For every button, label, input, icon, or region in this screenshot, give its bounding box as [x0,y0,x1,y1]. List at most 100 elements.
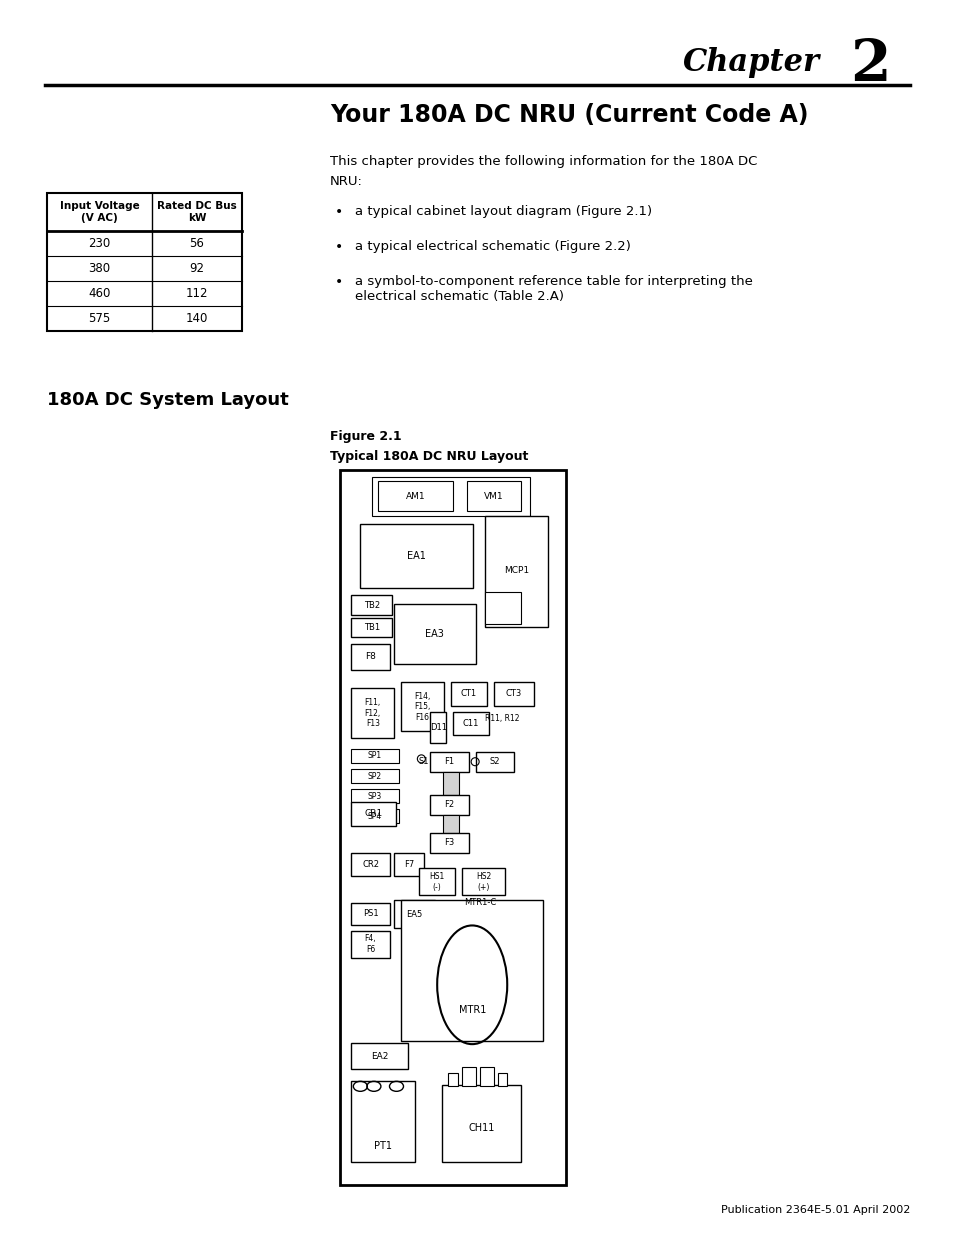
FancyBboxPatch shape [351,595,392,615]
Text: MTR1-C: MTR1-C [463,898,496,906]
Text: TB1: TB1 [363,622,379,632]
Text: 56: 56 [190,237,204,249]
FancyBboxPatch shape [351,618,392,636]
FancyBboxPatch shape [441,1084,520,1162]
Text: 460: 460 [89,287,111,300]
Text: CR2: CR2 [361,861,378,869]
FancyBboxPatch shape [484,592,520,624]
Text: PT1: PT1 [374,1141,392,1151]
Text: F1: F1 [444,757,455,766]
FancyBboxPatch shape [430,795,468,815]
Text: PS1: PS1 [362,909,378,918]
Text: F2: F2 [444,800,455,809]
Text: CH11: CH11 [468,1123,494,1132]
Text: VM1: VM1 [483,492,503,501]
FancyBboxPatch shape [351,1044,407,1070]
Text: SP2: SP2 [368,772,382,781]
FancyBboxPatch shape [351,769,398,783]
Text: F14,
F15,
F16: F14, F15, F16 [414,692,430,721]
Text: AM1: AM1 [405,492,425,501]
FancyBboxPatch shape [497,1073,507,1087]
Text: Input Voltage
(V AC): Input Voltage (V AC) [59,201,139,222]
FancyBboxPatch shape [479,1067,493,1087]
FancyBboxPatch shape [484,516,547,627]
Text: F7: F7 [403,861,414,869]
FancyBboxPatch shape [400,683,443,731]
Text: EA1: EA1 [407,551,426,561]
Text: •: • [335,205,343,219]
Text: a symbol-to-component reference table for interpreting the
electrical schematic : a symbol-to-component reference table fo… [355,275,752,303]
Text: 575: 575 [89,312,111,325]
Text: HS1
(-): HS1 (-) [429,872,444,892]
FancyBboxPatch shape [351,748,398,763]
Text: CR1: CR1 [364,809,382,819]
Text: D11: D11 [430,722,446,732]
FancyBboxPatch shape [400,900,543,1041]
Text: 140: 140 [186,312,208,325]
Text: Typical 180A DC NRU Layout: Typical 180A DC NRU Layout [330,450,528,463]
Text: EA5: EA5 [406,909,422,919]
Text: This chapter provides the following information for the 180A DC: This chapter provides the following info… [330,156,757,168]
FancyBboxPatch shape [448,1073,457,1087]
FancyBboxPatch shape [351,809,398,824]
FancyBboxPatch shape [453,711,489,735]
FancyBboxPatch shape [351,903,390,925]
Text: NRU:: NRU: [330,175,362,188]
FancyBboxPatch shape [493,683,534,706]
Text: 112: 112 [186,287,208,300]
Text: 92: 92 [190,262,204,275]
Text: F4,
F6: F4, F6 [364,935,375,953]
FancyBboxPatch shape [351,931,390,957]
Text: Figure 2.1: Figure 2.1 [330,430,401,443]
Text: EA3: EA3 [425,630,444,640]
Text: 180A DC System Layout: 180A DC System Layout [47,391,289,409]
FancyBboxPatch shape [450,683,486,706]
FancyBboxPatch shape [418,868,455,895]
Text: •: • [335,240,343,254]
FancyBboxPatch shape [372,477,529,516]
FancyBboxPatch shape [394,900,435,927]
FancyBboxPatch shape [351,1082,415,1162]
Text: 380: 380 [89,262,111,275]
FancyBboxPatch shape [47,193,242,331]
FancyBboxPatch shape [466,480,520,511]
FancyBboxPatch shape [430,834,468,852]
Text: C11: C11 [462,719,478,727]
Text: SP1: SP1 [368,752,382,761]
FancyBboxPatch shape [430,752,468,772]
Text: EA2: EA2 [371,1052,388,1061]
Text: Rated DC Bus
kW: Rated DC Bus kW [157,201,236,222]
Text: F3: F3 [444,839,455,847]
Text: CT1: CT1 [460,689,476,698]
FancyBboxPatch shape [442,772,458,795]
Text: Chapter: Chapter [682,47,820,78]
FancyBboxPatch shape [351,853,390,876]
FancyBboxPatch shape [430,711,446,743]
Text: a typical cabinet layout diagram (Figure 2.1): a typical cabinet layout diagram (Figure… [355,205,652,219]
FancyBboxPatch shape [442,815,458,834]
Text: F8: F8 [365,652,375,661]
FancyBboxPatch shape [461,868,504,895]
Text: R11, R12: R11, R12 [485,714,519,722]
Text: a typical electrical schematic (Figure 2.2): a typical electrical schematic (Figure 2… [355,240,630,253]
Text: 2: 2 [849,37,889,93]
FancyBboxPatch shape [351,802,396,826]
Text: SP4: SP4 [368,811,382,820]
Text: MCP1: MCP1 [503,566,528,574]
FancyBboxPatch shape [351,789,398,803]
Text: Publication 2364E-5.01 April 2002: Publication 2364E-5.01 April 2002 [720,1205,909,1215]
Text: Your 180A DC NRU (Current Code A): Your 180A DC NRU (Current Code A) [330,103,807,127]
FancyBboxPatch shape [394,853,423,876]
FancyBboxPatch shape [378,480,453,511]
Text: HS2
(+): HS2 (+) [476,872,491,892]
Text: •: • [335,275,343,289]
Text: F11,
F12,
F13: F11, F12, F13 [364,698,380,727]
FancyBboxPatch shape [394,604,476,664]
Text: S1: S1 [418,757,429,766]
Text: CT3: CT3 [505,689,521,698]
FancyBboxPatch shape [360,524,473,588]
FancyBboxPatch shape [476,752,514,772]
Text: SP3: SP3 [368,792,382,800]
FancyBboxPatch shape [351,688,394,739]
FancyBboxPatch shape [461,1067,476,1087]
